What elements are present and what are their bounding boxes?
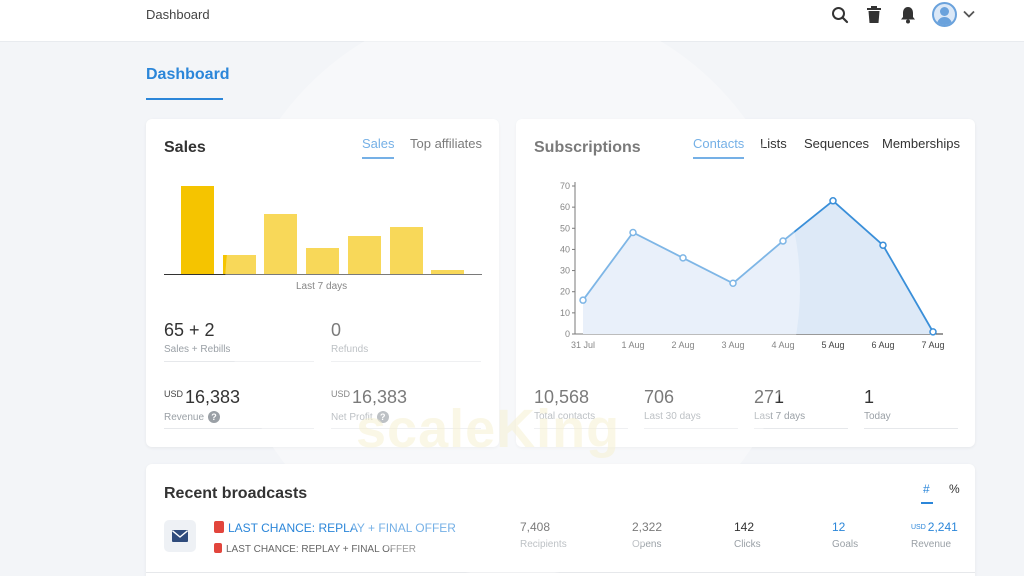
broadcast-recipients-value: 7,408 bbox=[520, 520, 551, 534]
stat-net-profit-label: Net Profit? bbox=[331, 411, 389, 423]
broadcast-recipients-label: Recipients bbox=[520, 539, 567, 550]
tag-icon bbox=[214, 543, 222, 553]
page-title[interactable]: Dashboard bbox=[146, 66, 230, 83]
help-icon[interactable]: ? bbox=[376, 411, 389, 423]
tab-memberships[interactable]: Memberships bbox=[882, 136, 961, 151]
broadcast-revenue-value[interactable]: USD 2,241 bbox=[911, 520, 958, 534]
bell-icon[interactable] bbox=[897, 4, 919, 26]
broadcast-subtitle: LAST CHANCE: REPLAY + FINAL OFFER bbox=[214, 543, 416, 555]
broadcast-revenue-label: Revenue bbox=[911, 539, 952, 550]
data-point bbox=[579, 296, 587, 304]
broadcast-clicks-value: 142 bbox=[734, 520, 755, 534]
x-tick-label: 4 Aug bbox=[771, 340, 794, 350]
help-icon[interactable]: ? bbox=[208, 411, 221, 423]
y-tick-label: 70 bbox=[560, 181, 570, 191]
sales-bar bbox=[222, 255, 256, 274]
broadcast-opens-label: Opens bbox=[632, 539, 662, 550]
sales-bar bbox=[431, 270, 465, 274]
y-tick-label: 40 bbox=[560, 244, 570, 254]
stat-today-label: Today bbox=[864, 411, 891, 422]
broadcast-goals-label: Goals bbox=[832, 539, 859, 550]
stat-last-30-days-label: Last 30 days bbox=[644, 411, 701, 422]
sales-bar bbox=[181, 186, 214, 274]
data-point bbox=[779, 237, 787, 245]
x-tick-label: 7 Aug bbox=[921, 340, 944, 350]
trash-icon[interactable] bbox=[863, 4, 885, 26]
contacts-series-line bbox=[582, 199, 934, 333]
x-tick-label: 2 Aug bbox=[671, 340, 694, 350]
toggle-count[interactable]: # bbox=[923, 482, 930, 496]
recent-broadcasts-title: Recent broadcasts bbox=[164, 485, 308, 502]
data-point bbox=[879, 241, 887, 249]
tab-sales-underline bbox=[362, 157, 394, 159]
stat-last-7-days-label: Last 7 days bbox=[754, 411, 806, 422]
subscriptions-area-chart: 0 10 20 30 40 50 60 70 31 Jul 1 Aug 2 Aug 3 Aug 4 Au… bbox=[560, 181, 945, 350]
stat-sales-rebills-label: Sales + Rebills bbox=[164, 344, 231, 355]
y-tick-label: 30 bbox=[560, 266, 570, 276]
stat-revenue-label: Revenue? bbox=[164, 411, 221, 423]
tag-icon bbox=[214, 521, 224, 533]
breadcrumb: Dashboard bbox=[146, 7, 210, 22]
search-icon[interactable] bbox=[829, 4, 851, 26]
sales-card: Sales Sales Top affiliates Last 7 days 6… bbox=[146, 119, 499, 447]
stat-sales-rebills-value: 65 + 2 bbox=[164, 320, 215, 340]
x-tick-label: 31 Jul bbox=[571, 340, 595, 350]
stat-refunds-label: Refunds bbox=[331, 344, 369, 355]
sales-bar bbox=[264, 214, 298, 274]
stat-total-contacts-label: Total contacts bbox=[534, 411, 596, 422]
page-title-underline bbox=[146, 98, 223, 100]
recent-broadcasts-card: Recent broadcasts # % bbox=[146, 464, 975, 576]
stat-total-contacts-value: 10,568 bbox=[534, 387, 590, 407]
toggle-percent[interactable]: % bbox=[949, 482, 960, 496]
data-point bbox=[729, 279, 737, 288]
y-tick-label: 60 bbox=[560, 202, 570, 212]
y-tick-label: 0 bbox=[565, 329, 570, 339]
y-tick-label: 50 bbox=[560, 223, 570, 233]
data-point bbox=[629, 228, 637, 237]
x-tick-label: 6 Aug bbox=[871, 340, 894, 350]
sales-bar bbox=[347, 236, 381, 274]
data-point bbox=[679, 254, 687, 262]
stat-net-profit-value: USD 16,383 bbox=[331, 387, 408, 407]
stat-revenue-value: USD 16,383 bbox=[164, 387, 241, 407]
sales-title: Sales bbox=[164, 139, 206, 156]
avatar-icon[interactable] bbox=[932, 2, 957, 27]
stat-refunds-value: 0 bbox=[331, 320, 342, 340]
sales-bar bbox=[389, 227, 423, 274]
data-point bbox=[929, 328, 937, 336]
y-tick-label: 20 bbox=[560, 287, 570, 297]
chevron-down-icon[interactable] bbox=[963, 7, 975, 25]
toggle-count-underline bbox=[921, 502, 933, 504]
sales-bar bbox=[306, 248, 340, 274]
area-fill bbox=[583, 200, 933, 334]
tab-lists[interactable]: Lists bbox=[760, 136, 787, 151]
tab-contacts-underline bbox=[693, 157, 744, 159]
stat-last-7-days-value: 271 bbox=[754, 387, 785, 407]
x-tick-label: 5 Aug bbox=[821, 340, 844, 350]
top-bar: Dashboard bbox=[0, 0, 1024, 42]
x-tick-label: 1 Aug bbox=[621, 340, 644, 350]
broadcast-opens-value: 2,322 bbox=[632, 520, 663, 534]
broadcast-goals-value[interactable]: 12 bbox=[832, 520, 846, 534]
data-point bbox=[829, 197, 837, 205]
y-tick-label: 10 bbox=[560, 308, 570, 318]
broadcast-title-link[interactable]: LAST CHANCE: REPLAY + FINAL OFFER bbox=[214, 521, 456, 535]
x-tick-label: 3 Aug bbox=[721, 340, 744, 350]
tab-sequences[interactable]: Sequences bbox=[804, 136, 870, 151]
tab-top-affiliates[interactable]: Top affiliates bbox=[410, 136, 483, 151]
stat-last-30-days-value: 706 bbox=[644, 387, 675, 407]
tab-contacts[interactable]: Contacts bbox=[693, 136, 745, 151]
subscriptions-title: Subscriptions bbox=[534, 139, 641, 156]
subscriptions-card: Subscriptions Contacts Lists Sequences M… bbox=[516, 119, 975, 447]
broadcast-clicks-label: Clicks bbox=[734, 539, 761, 550]
stat-today-value: 1 bbox=[864, 387, 875, 407]
sales-chart-caption: Last 7 days bbox=[296, 281, 348, 292]
tab-sales[interactable]: Sales bbox=[362, 136, 395, 151]
sales-chart-baseline bbox=[164, 274, 482, 275]
email-icon bbox=[164, 520, 196, 552]
